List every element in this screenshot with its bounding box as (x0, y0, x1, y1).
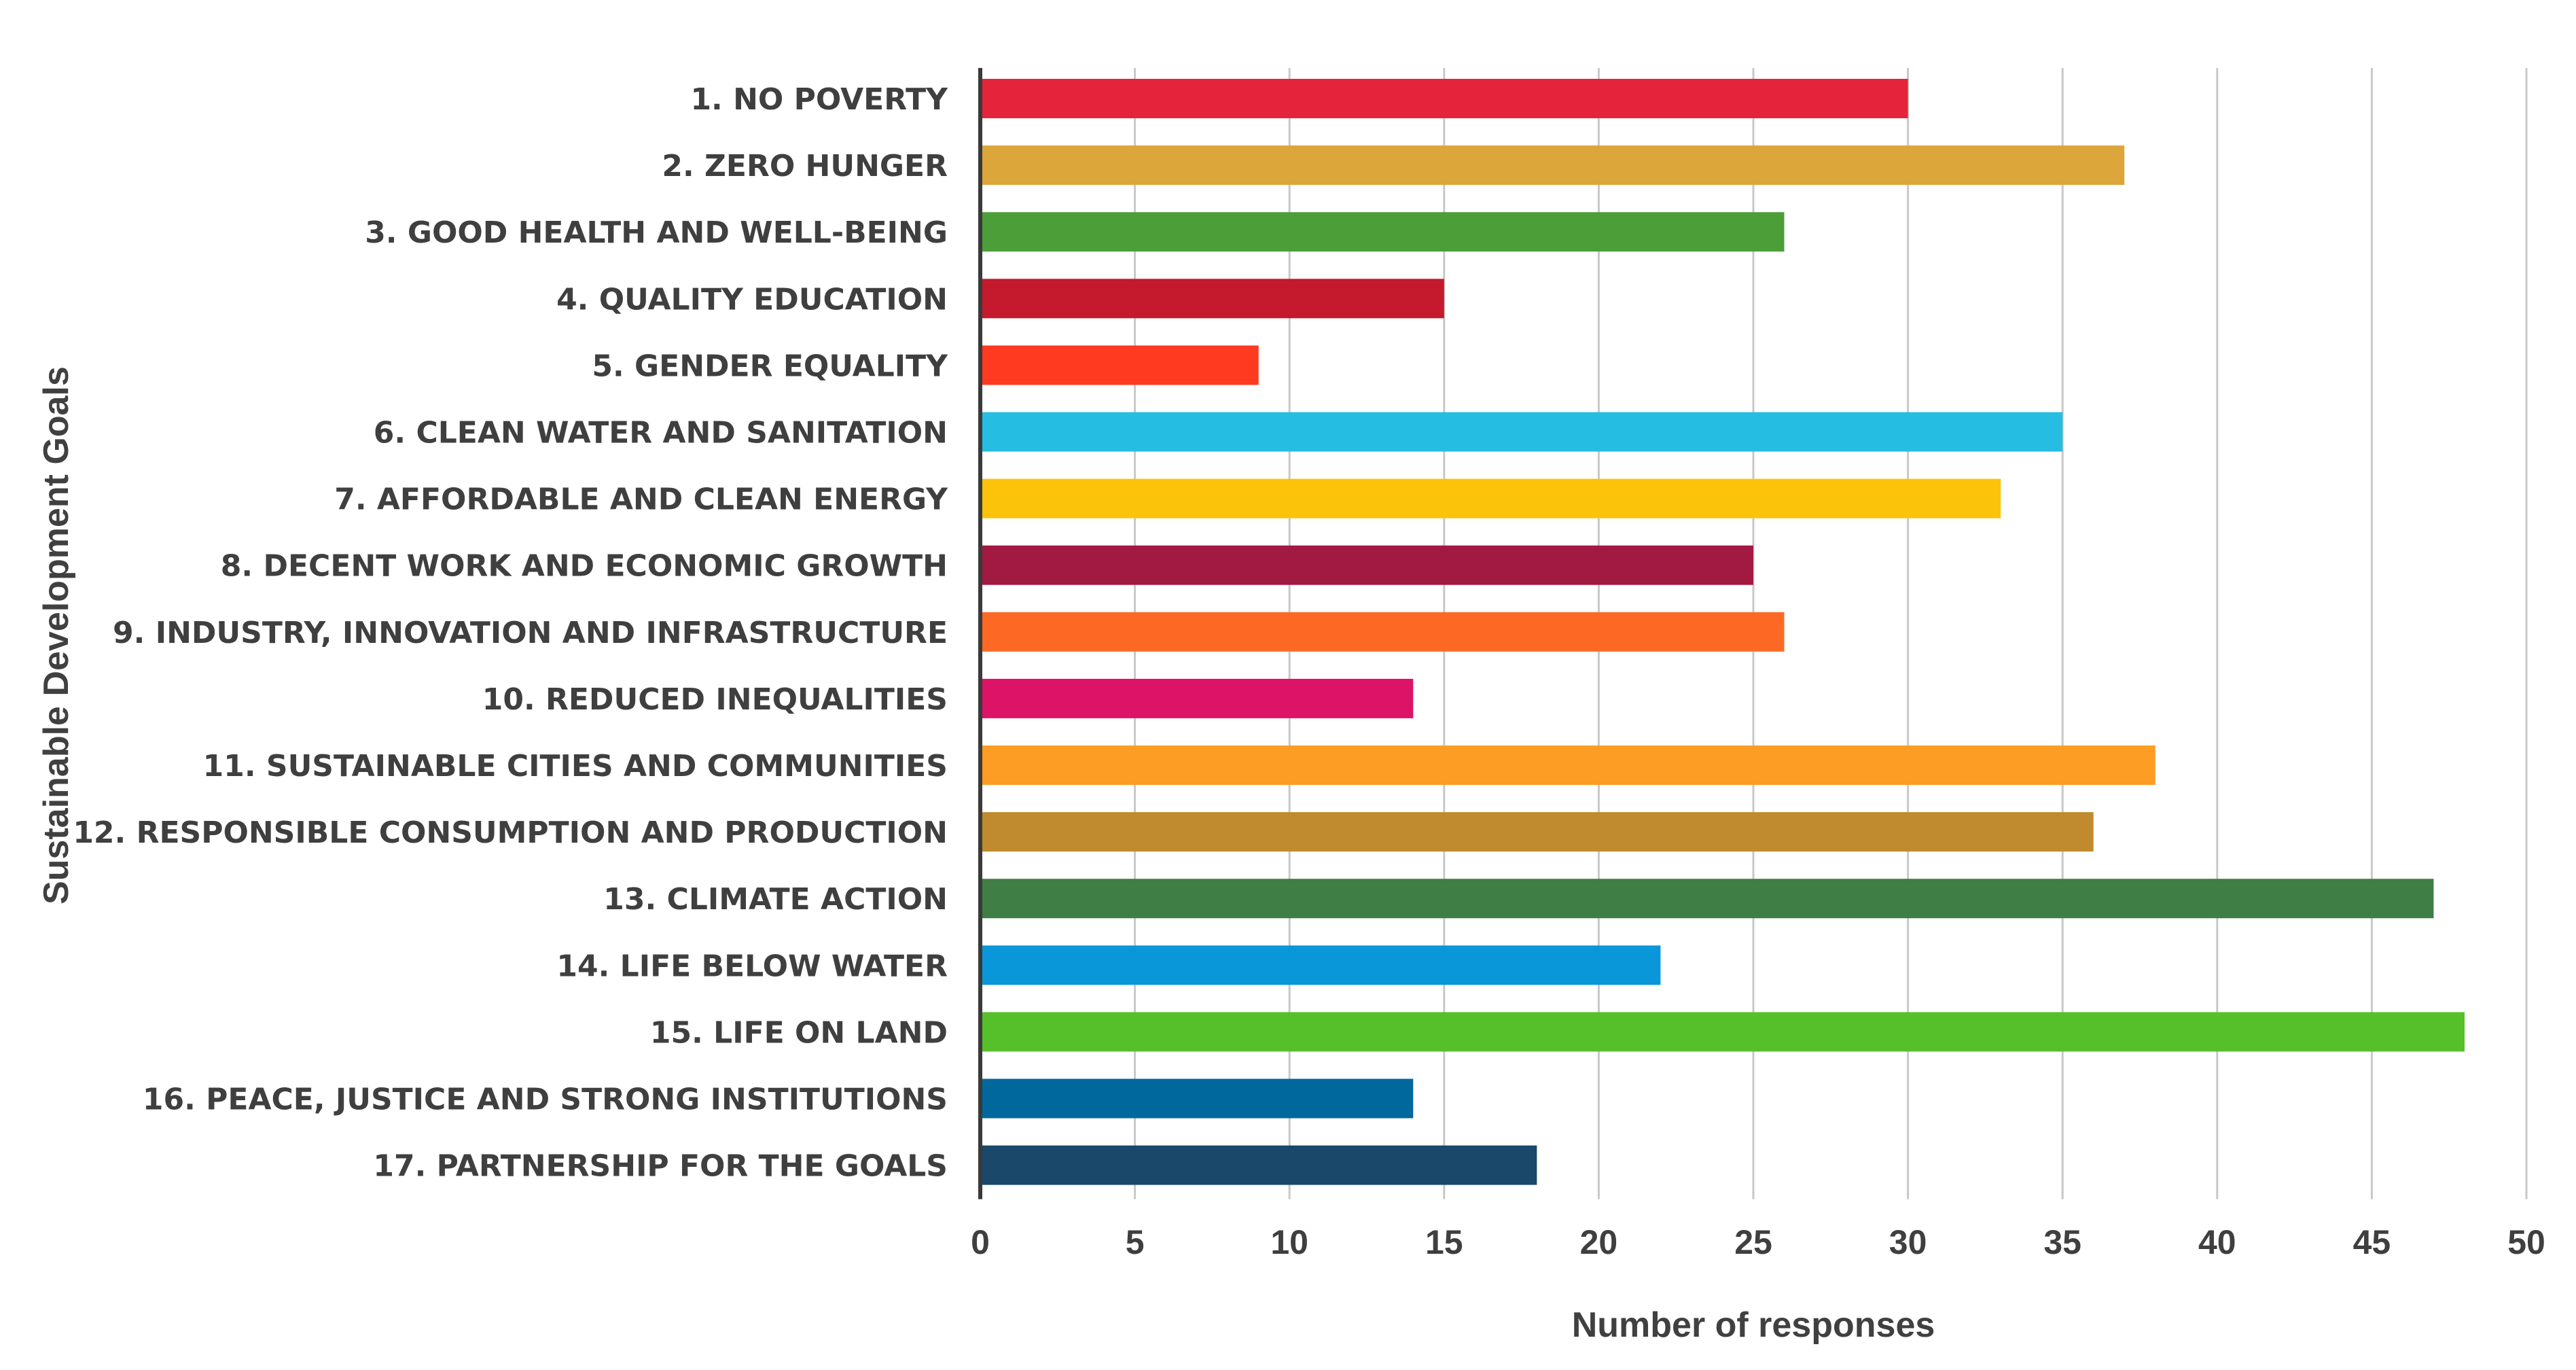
x-tick-labels: 0 5 10 15 20 25 30 35 40 45 50 (971, 1223, 2545, 1261)
category-label: 6. CLEAN WATER AND SANITATION (374, 416, 948, 451)
bar (980, 945, 1661, 985)
bar (980, 412, 2063, 452)
category-label: 4. QUALITY EDUCATION (556, 282, 948, 317)
category-label: 15. LIFE ON LAND (650, 1015, 948, 1050)
bar (980, 79, 1908, 118)
category-label: 3. GOOD HEALTH AND WELL-BEING (365, 215, 948, 250)
bar (980, 478, 2001, 519)
bar (980, 812, 2094, 852)
x-tick-label: 20 (1580, 1223, 1618, 1261)
x-axis-title: Number of responses (1572, 1305, 1935, 1345)
category-label: 7. AFFORDABLE AND CLEAN ENERGY (334, 482, 948, 517)
category-label: 1. NO POVERTY (690, 82, 948, 117)
bar (980, 279, 1444, 319)
category-label: 2. ZERO HUNGER (662, 149, 948, 183)
category-label: 8. DECENT WORK AND ECONOMIC GROWTH (221, 549, 948, 584)
bar (980, 545, 1753, 585)
y-axis-title: Sustainable Development Goals (37, 366, 76, 904)
category-label: 16. PEACE, JUSTICE AND STRONG INSTITUTIO… (143, 1083, 948, 1117)
bar (980, 145, 2125, 186)
x-tick-label: 25 (1734, 1223, 1772, 1261)
category-label: 11. SUSTAINABLE CITIES AND COMMUNITIES (203, 749, 948, 784)
bar (980, 745, 2155, 785)
x-tick-label: 5 (1126, 1223, 1145, 1261)
x-tick-label: 35 (2043, 1223, 2081, 1261)
x-tick-label: 40 (2198, 1223, 2236, 1261)
category-label: 17. PARTNERSHIP FOR THE GOALS (373, 1149, 948, 1184)
bar (980, 1145, 1537, 1185)
category-label: 13. CLIMATE ACTION (603, 882, 948, 917)
bar (980, 1078, 1414, 1119)
category-label: 14. LIFE BELOW WATER (556, 949, 948, 983)
x-tick-label: 10 (1270, 1223, 1308, 1261)
x-tick-label: 30 (1889, 1223, 1927, 1261)
bar (980, 345, 1259, 385)
category-label: 9. INDUSTRY, INNOVATION AND INFRASTRUCTU… (113, 616, 948, 650)
bar (980, 678, 1414, 718)
x-tick-label: 15 (1425, 1223, 1463, 1261)
bar (980, 1012, 2465, 1052)
category-label: 10. REDUCED INEQUALITIES (482, 682, 948, 717)
x-tick-label: 45 (2353, 1223, 2391, 1261)
bar (980, 212, 1785, 252)
category-label: 5. GENDER EQUALITY (592, 349, 948, 383)
bar (980, 612, 1785, 652)
category-labels: 1. NO POVERTY 2. ZERO HUNGER 3. GOOD HEALT… (73, 82, 948, 1184)
category-label: 12. RESPONSIBLE CONSUMPTION AND PRODUCTI… (73, 815, 948, 850)
bar (980, 879, 2434, 919)
x-tick-label: 50 (2507, 1223, 2545, 1261)
x-tick-label: 0 (971, 1223, 990, 1261)
bars (980, 79, 2465, 1185)
